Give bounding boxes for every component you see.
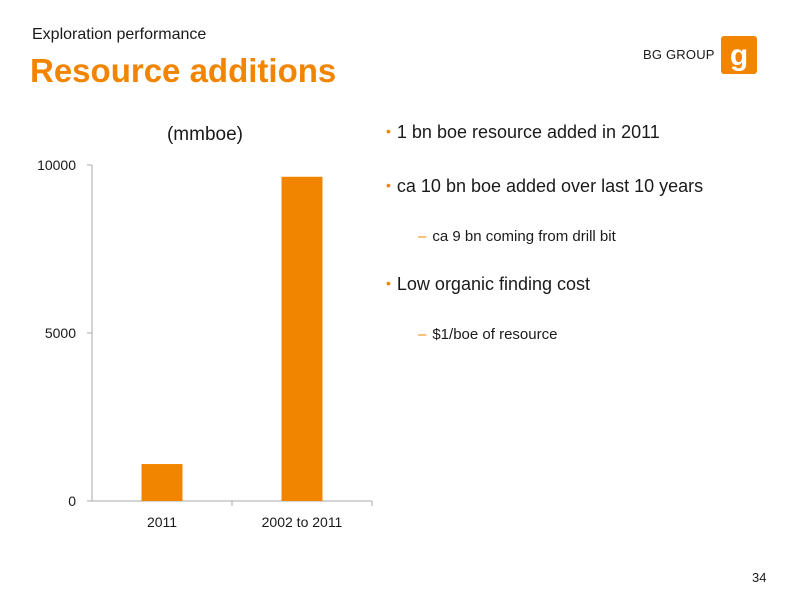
sub-bullet-text: $1/boe of resource <box>432 326 558 343</box>
x-tick-label: 2002 to 2011 <box>262 514 343 530</box>
bullet-text: Low organic finding cost <box>396 274 591 294</box>
y-tick-label: 5000 <box>45 325 76 341</box>
company-name: BG GROUP <box>643 47 715 62</box>
bg-logo-icon: g <box>721 36 757 74</box>
bullet-dot-icon: • <box>386 177 391 193</box>
page-title: Resource additions <box>30 52 337 89</box>
bullet-dot-icon: • <box>386 123 391 139</box>
y-tick-label: 0 <box>68 493 76 509</box>
section-subtitle: Exploration performance <box>32 26 207 43</box>
bar <box>281 176 323 501</box>
bullet-text: 1 bn boe resource added in 2011 <box>396 122 660 142</box>
dash-icon: – <box>418 326 427 343</box>
bullet-item: • 1 bn boe resource added in 2011 <box>386 122 660 143</box>
svg-text:g: g <box>730 39 748 72</box>
bullet-dot-icon: • <box>386 275 391 291</box>
y-tick-label: 10000 <box>37 157 76 173</box>
x-tick-label: 2011 <box>147 514 177 530</box>
dash-icon: – <box>418 228 427 245</box>
sub-bullet-text: ca 9 bn coming from drill bit <box>432 228 616 245</box>
chart-title: (mmboe) <box>166 124 243 145</box>
bullet-item: • Low organic finding cost <box>386 274 590 295</box>
bullet-text: ca 10 bn boe added over last 10 years <box>396 176 704 196</box>
sub-bullet-item: – ca 9 bn coming from drill bit <box>418 228 616 246</box>
page-number: 34 <box>752 570 767 585</box>
sub-bullet-item: – $1/boe of resource <box>418 326 557 344</box>
bar <box>141 464 183 501</box>
bullet-item: • ca 10 bn boe added over last 10 years <box>386 176 703 197</box>
